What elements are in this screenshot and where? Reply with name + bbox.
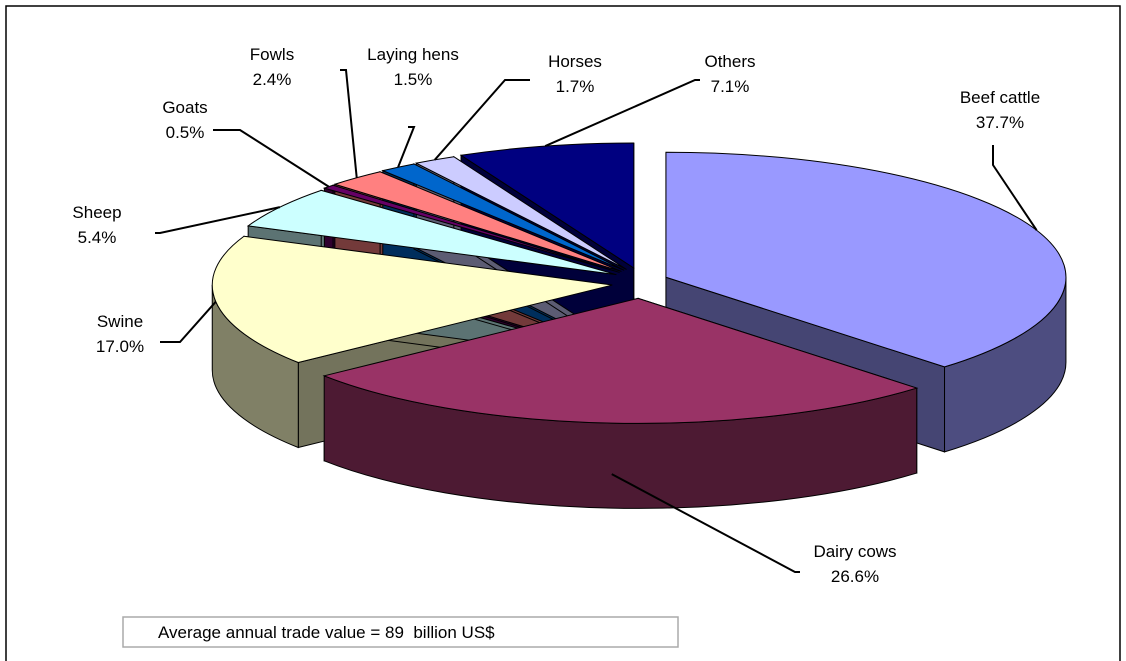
leader-line	[397, 126, 416, 168]
slice-label-value: 7.1%	[711, 77, 750, 96]
slice-label-value: 1.5%	[394, 70, 433, 89]
slice	[211, 235, 613, 364]
slice	[246, 189, 617, 276]
slice-label-name: Laying hens	[367, 45, 459, 64]
leader-line	[340, 69, 358, 178]
slice	[322, 184, 620, 273]
slice-label-value: 1.7%	[556, 77, 595, 96]
slice-label-value: 37.7%	[976, 113, 1024, 132]
leader-line	[213, 129, 330, 188]
slice-label-name: Goats	[162, 98, 207, 117]
leader-line	[160, 301, 217, 343]
slice	[322, 297, 919, 424]
pie-tops	[211, 142, 1067, 424]
pie-labels: Beef cattle 37.7% Dairy cows 26.6% Swine 17.0…	[72, 45, 1040, 586]
slice-label-value: 2.4%	[253, 70, 292, 89]
leader-line	[544, 79, 700, 148]
slice-label-value: 26.6%	[831, 567, 879, 586]
slice-label-name: Others	[704, 52, 755, 71]
slice-label-name: Swine	[97, 312, 143, 331]
slice-label-value: 0.5%	[166, 123, 205, 142]
slice-label-name: Fowls	[250, 45, 294, 64]
leader-line	[611, 473, 800, 573]
leader-line	[155, 206, 281, 234]
leader-line	[992, 145, 1038, 231]
slice-label-value: 5.4%	[78, 228, 117, 247]
slice-label-name: Dairy cows	[813, 542, 896, 561]
annotation: Average annual trade value = 89 billion …	[158, 623, 495, 642]
slice-label-name: Beef cattle	[960, 88, 1040, 107]
slice-label-name: Sheep	[72, 203, 121, 222]
slice-label-name: Horses	[548, 52, 602, 71]
annotation-box	[122, 616, 679, 648]
slice-label-value: 17.0%	[96, 337, 144, 356]
leader-line	[434, 79, 530, 161]
